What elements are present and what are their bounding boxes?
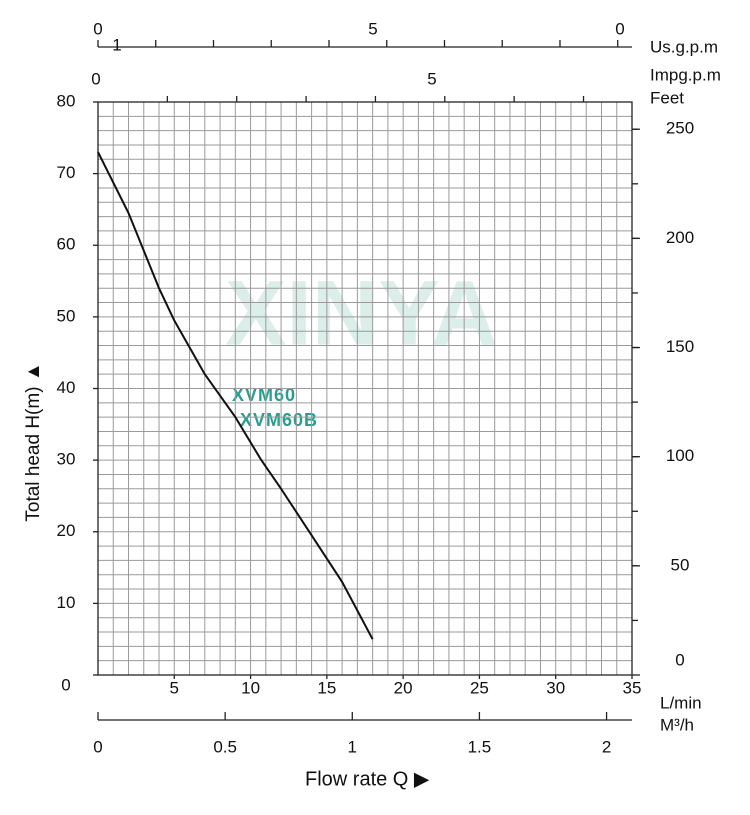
top-tick-label-1: 1 [112,35,121,54]
x2-tick-label: 2 [602,737,611,756]
y-tick-label: 40 [57,378,76,397]
x-tick-label: 30 [546,678,565,697]
y2-tick-label: 250 [666,119,694,138]
x-tick-label: 20 [394,678,413,697]
x-axis-label: Flow rate Q ▶ [305,768,430,790]
y-tick-label: 70 [57,163,76,182]
x2-tick-label: 0.5 [213,737,237,756]
x2-unit: M³/h [660,715,694,734]
x-tick-label: 5 [170,678,179,697]
y-axis-label: Total head H(m) ▲ [23,362,44,521]
top-tick-label-1: 0 [93,19,102,38]
top-unit-1: Us.g.p.m [650,37,718,56]
y2-tick-label: 150 [666,337,694,356]
x2-tick-label: 1.5 [468,737,492,756]
top-tick-label-1: 0 [615,19,624,38]
y2-unit: Feet [650,88,684,107]
watermark: XINYA [225,262,498,364]
y-tick-label: 80 [57,91,76,110]
x-tick-label: 35 [623,678,642,697]
x-tick-label: 25 [470,678,489,697]
x2-tick-label: 1 [348,737,357,756]
top-tick-label-2: 0 [91,69,100,88]
y-tick-label: 60 [57,235,76,254]
y2-tick-label: 0 [675,650,684,669]
model-label: XVM60 [232,385,296,405]
pump-curve [97,151,374,640]
top-tick-label-2: 5 [427,69,436,88]
y-tick-label: 30 [57,450,76,469]
y2-tick-label: 50 [671,555,690,574]
top-unit-2: Impg.p.m [650,65,721,84]
x-tick-label: 10 [241,678,260,697]
x2-tick-label: 0 [93,737,102,756]
y2-tick-label: 100 [666,446,694,465]
y-tick-label: 10 [57,593,76,612]
y-tick-label: 0 [61,675,70,694]
y2-tick-label: 200 [666,228,694,247]
top-tick-label-1: 5 [368,19,377,38]
x-unit: L/min [660,693,702,712]
x-tick-label: 15 [317,678,336,697]
model-label: XVM60B [240,410,318,430]
y-tick-label: 50 [57,306,76,325]
y-tick-label: 20 [57,521,76,540]
